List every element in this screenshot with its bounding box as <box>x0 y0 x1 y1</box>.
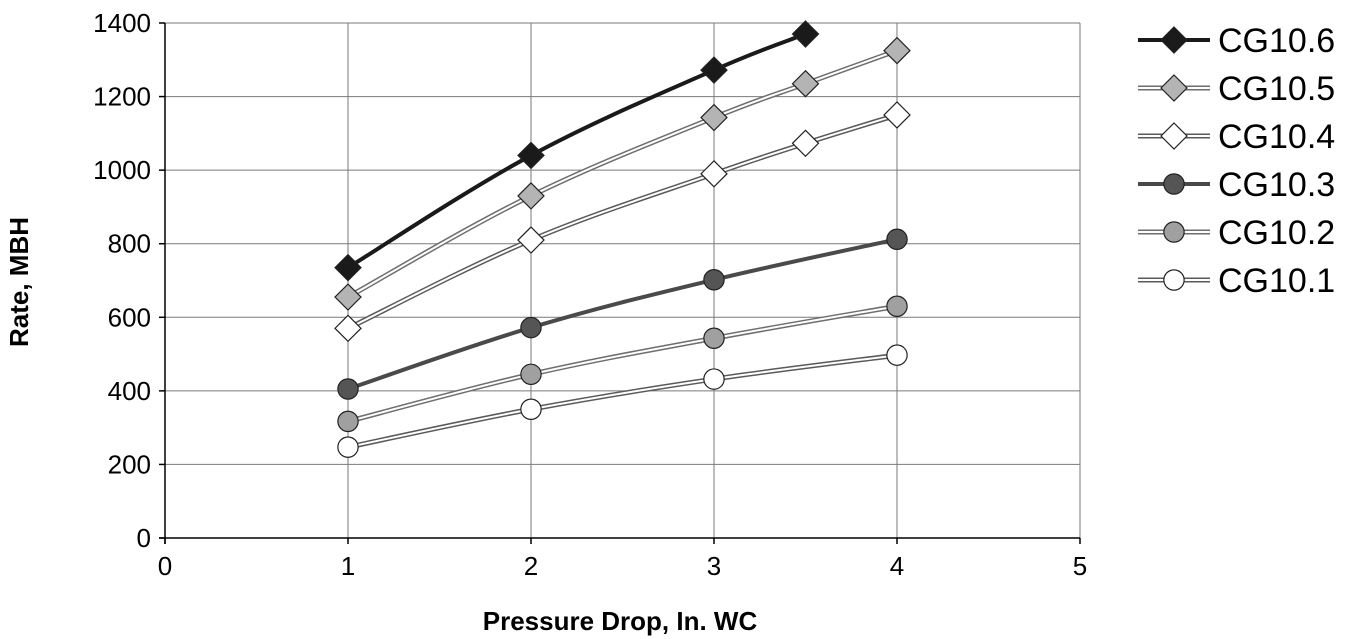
legend-label: CG10.4 <box>1218 118 1335 156</box>
series-line <box>346 32 807 270</box>
y-tick-label: 600 <box>108 302 151 332</box>
series-cg10-3 <box>337 228 908 400</box>
y-tick-label: 1200 <box>93 82 151 112</box>
data-point <box>883 101 911 129</box>
legend-item-cg10-6: CG10.6 <box>1138 22 1335 60</box>
y-tick-label: 0 <box>137 523 151 553</box>
x-tick-label: 5 <box>1073 551 1087 581</box>
data-point <box>703 368 725 390</box>
series-line <box>347 305 898 423</box>
legend-label: CG10.6 <box>1218 22 1335 60</box>
y-tick-label: 800 <box>108 229 151 259</box>
data-point <box>700 103 728 132</box>
axes: 0 200 400 600 800 1000 1200 1400 0 1 2 3 4 5 <box>93 8 1087 581</box>
grid <box>165 22 1081 538</box>
x-tick-label: 2 <box>524 551 538 581</box>
legend-label: CG10.5 <box>1218 70 1335 108</box>
data-point <box>520 316 542 339</box>
data-point <box>886 228 908 251</box>
legend-item-cg10-5: CG10.5 <box>1138 70 1335 108</box>
series-cg10-2 <box>337 295 908 433</box>
legend-label: CG10.3 <box>1218 166 1335 204</box>
data-point <box>791 69 820 98</box>
legend-item-cg10-1: CG10.1 <box>1138 262 1335 300</box>
x-tick-label: 3 <box>707 551 721 581</box>
y-tick-label: 400 <box>108 376 151 406</box>
data-point <box>700 159 728 188</box>
y-tick-label: 1000 <box>93 155 151 185</box>
series-line <box>347 354 898 449</box>
series-cg10-4 <box>334 101 911 343</box>
plot-area <box>334 20 911 458</box>
legend-marker <box>1160 26 1188 54</box>
legend-marker <box>1163 269 1185 291</box>
y-tick-label: 1400 <box>93 8 151 38</box>
legend-marker <box>1160 74 1188 102</box>
data-point <box>337 436 359 458</box>
legend-marker <box>1163 221 1185 243</box>
y-tick-label: 200 <box>108 449 151 479</box>
data-point <box>886 344 908 366</box>
series-cg10-6 <box>334 20 820 282</box>
data-point <box>791 20 820 48</box>
y-axis-title: Rate, MBH <box>4 217 34 347</box>
data-point <box>334 283 362 311</box>
data-point <box>703 327 725 349</box>
data-point <box>337 410 359 433</box>
legend-item-cg10-4: CG10.4 <box>1138 118 1335 156</box>
series-line <box>347 49 898 298</box>
legend-label: CG10.1 <box>1218 262 1335 300</box>
data-point <box>517 182 545 210</box>
series-line <box>347 114 898 330</box>
x-tick-label: 0 <box>158 551 172 581</box>
data-point <box>334 253 362 282</box>
data-point <box>517 141 545 170</box>
data-point <box>517 226 545 254</box>
legend: CG10.6 CG10.5 CG10.4 CG10.3 CG10.2 CG10.1 <box>1138 22 1335 300</box>
data-point <box>520 363 542 386</box>
data-point <box>700 56 728 84</box>
data-point <box>883 36 911 65</box>
legend-marker <box>1160 122 1188 150</box>
data-point <box>886 295 908 317</box>
data-point <box>337 378 359 400</box>
legend-item-cg10-2: CG10.2 <box>1138 214 1335 252</box>
x-tick-label: 1 <box>341 551 355 581</box>
data-point <box>703 269 725 291</box>
x-tick-label: 4 <box>890 551 904 581</box>
series-cg10-1 <box>337 344 908 458</box>
data-point <box>791 129 820 158</box>
data-point <box>520 398 542 420</box>
data-point <box>334 314 362 343</box>
legend-item-cg10-3: CG10.3 <box>1138 166 1335 204</box>
legend-marker <box>1163 173 1185 195</box>
x-axis-title: Pressure Drop, In. WC <box>483 606 758 636</box>
series-cg10-5 <box>334 36 911 311</box>
series-line <box>347 237 898 391</box>
legend-label: CG10.2 <box>1218 214 1335 252</box>
